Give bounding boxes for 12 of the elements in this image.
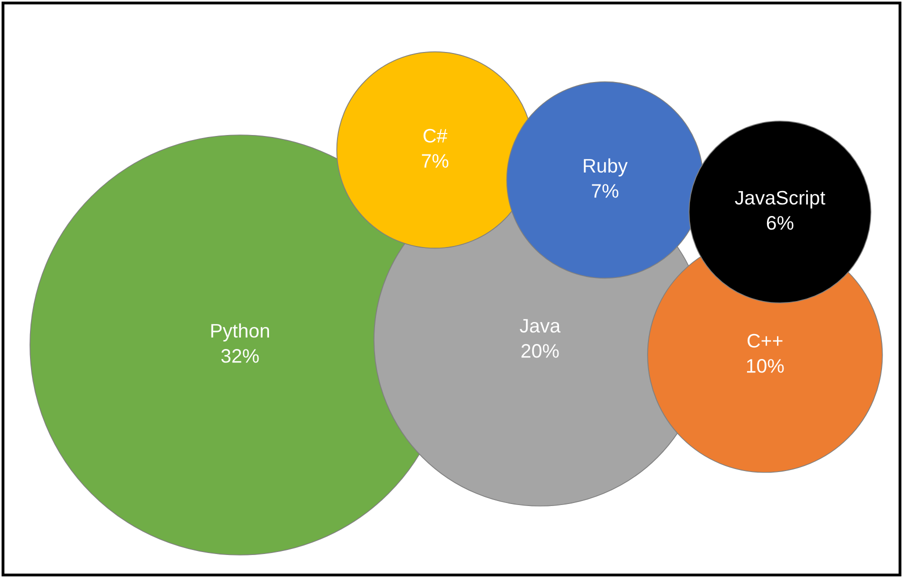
data-label: 20%: [522, 344, 559, 358]
category-label: Ruby: [584, 158, 628, 176]
category-label: C#: [424, 128, 448, 143]
category-label: Python: [211, 323, 270, 342]
data-label: 10%: [747, 359, 784, 373]
data-label: 7%: [592, 184, 618, 198]
data-label: 7%: [422, 154, 448, 168]
category-label: C++: [748, 334, 782, 348]
category-label: JavaScript: [734, 190, 826, 208]
category-label: Java: [520, 319, 561, 333]
data-label: 6%: [766, 216, 794, 230]
data-label: 32%: [221, 349, 259, 363]
